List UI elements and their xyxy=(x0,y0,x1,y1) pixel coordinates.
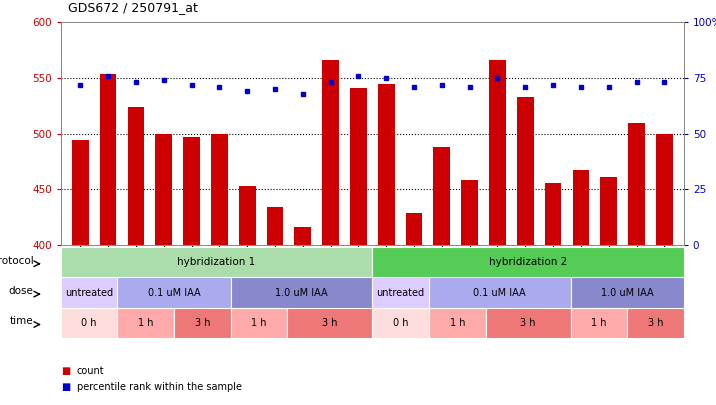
Bar xyxy=(155,134,172,245)
Bar xyxy=(656,134,672,245)
Bar xyxy=(61,247,372,277)
Bar xyxy=(406,213,422,245)
Text: 3 h: 3 h xyxy=(322,318,338,328)
Bar xyxy=(433,147,450,245)
Text: 1.0 uM IAA: 1.0 uM IAA xyxy=(601,288,654,298)
Text: GDS672 / 250791_at: GDS672 / 250791_at xyxy=(68,1,198,14)
Bar xyxy=(461,181,478,245)
Bar xyxy=(429,277,571,308)
Text: dose: dose xyxy=(9,286,34,296)
Text: 1 h: 1 h xyxy=(450,318,465,328)
Text: hybridization 1: hybridization 1 xyxy=(178,257,256,267)
Bar xyxy=(378,83,395,245)
Text: 1.0 uM IAA: 1.0 uM IAA xyxy=(275,288,328,298)
Text: ■: ■ xyxy=(61,382,70,392)
Bar xyxy=(100,74,117,245)
Bar xyxy=(485,308,571,338)
Bar xyxy=(294,227,311,245)
Bar xyxy=(322,60,339,245)
Text: 1 h: 1 h xyxy=(138,318,153,328)
Bar xyxy=(372,277,429,308)
Bar xyxy=(72,141,89,245)
Bar xyxy=(287,308,372,338)
Bar xyxy=(350,88,367,245)
Bar xyxy=(571,308,627,338)
Bar xyxy=(545,183,561,245)
Bar xyxy=(489,60,505,245)
Text: 0 h: 0 h xyxy=(82,318,97,328)
Text: 0.1 uM IAA: 0.1 uM IAA xyxy=(147,288,200,298)
Text: 0.1 uM IAA: 0.1 uM IAA xyxy=(473,288,526,298)
Bar xyxy=(127,107,145,245)
Bar xyxy=(429,308,485,338)
Bar xyxy=(627,308,684,338)
Bar xyxy=(372,308,429,338)
Bar xyxy=(239,186,256,245)
Text: ■: ■ xyxy=(61,366,70,375)
Text: 3 h: 3 h xyxy=(195,318,211,328)
Text: hybridization 2: hybridization 2 xyxy=(489,257,567,267)
Bar xyxy=(183,137,200,245)
Text: untreated: untreated xyxy=(377,288,425,298)
Text: count: count xyxy=(77,366,105,375)
Text: time: time xyxy=(10,316,34,326)
Text: 3 h: 3 h xyxy=(648,318,663,328)
Text: 3 h: 3 h xyxy=(521,318,536,328)
Text: untreated: untreated xyxy=(65,288,113,298)
Text: percentile rank within the sample: percentile rank within the sample xyxy=(77,382,241,392)
Bar xyxy=(628,123,645,245)
Bar xyxy=(174,308,231,338)
Bar xyxy=(117,277,231,308)
Bar xyxy=(600,177,617,245)
Bar xyxy=(231,308,287,338)
Bar xyxy=(372,247,684,277)
Bar xyxy=(573,171,589,245)
Bar xyxy=(117,308,174,338)
Text: 0 h: 0 h xyxy=(393,318,408,328)
Text: 1 h: 1 h xyxy=(251,318,267,328)
Bar xyxy=(266,207,284,245)
Bar xyxy=(61,308,117,338)
Text: protocol: protocol xyxy=(0,256,34,266)
Bar xyxy=(211,134,228,245)
Bar xyxy=(61,277,117,308)
Text: 1 h: 1 h xyxy=(591,318,606,328)
Bar xyxy=(571,277,684,308)
Bar xyxy=(517,97,533,245)
Bar xyxy=(231,277,372,308)
